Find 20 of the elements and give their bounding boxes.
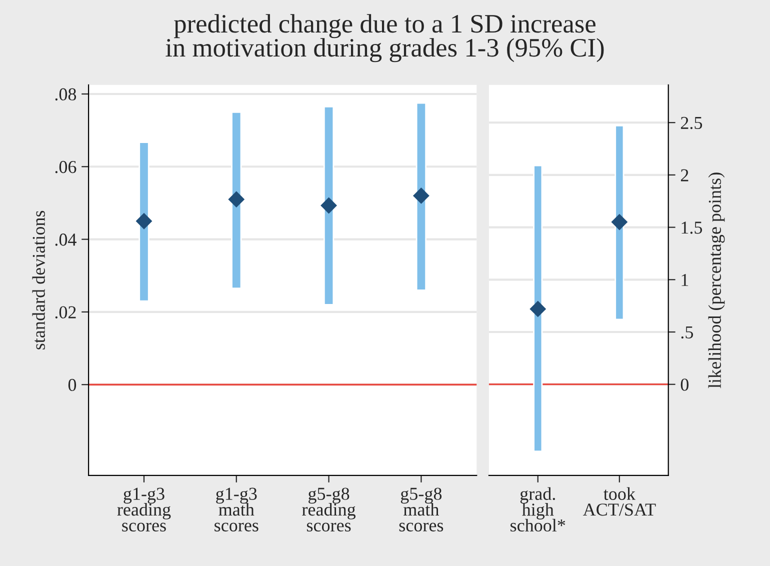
y2-tick-label: 2.5 [680,116,702,130]
x-tick-label: g5-g8 reading scores [302,488,356,532]
y-tick-label: 0 [68,378,76,392]
y2-tick-label: 1 [682,274,688,286]
chart-title: predicted change due to a 1 SD increase in motivation during grades 1-3 (95% CI) [166,14,604,62]
x-tick-label: took ACT/SAT [582,487,656,516]
y2-tick-label: .5 [681,326,693,339]
y-axis-title: standard deviations [32,210,45,350]
y-tick-label: .02 [55,306,76,318]
y2-axis-title: likelihood (percentage points) [708,172,725,388]
y-tick-label: .04 [55,234,76,246]
x-tick-label: g1-g3 math scores [214,488,258,532]
y2-tick-label: 0 [680,378,689,391]
y-tick-label: .06 [55,160,76,174]
x-tick-label: grad. high school* [510,487,566,532]
y-tick-label: .08 [55,88,76,101]
x-tick-label: g1-g3 reading scores [117,488,171,532]
y2-tick-label: 1.5 [682,222,702,234]
x-tick-label: g5-g8 math scores [399,488,444,532]
y2-tick-label: 2 [680,169,688,182]
